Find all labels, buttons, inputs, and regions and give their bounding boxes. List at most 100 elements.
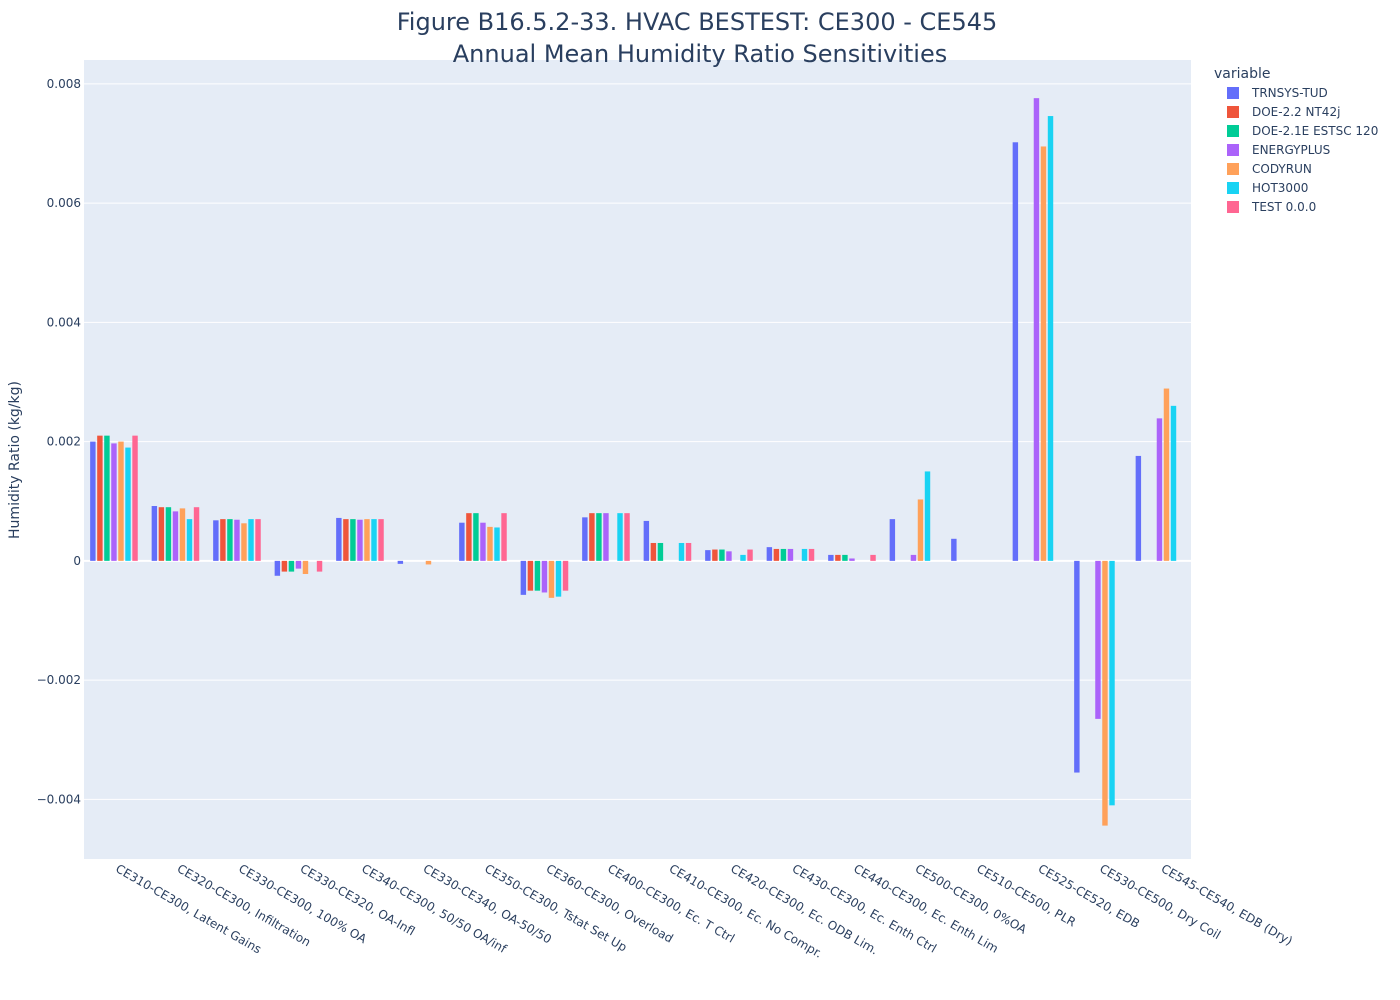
bar-energyplus[interactable] — [1095, 560, 1101, 719]
bar-trnsys-tud[interactable] — [336, 517, 342, 561]
bar-trnsys-tud[interactable] — [766, 547, 773, 561]
bar-energyplus[interactable] — [1033, 98, 1040, 561]
bar-hot3000[interactable] — [678, 542, 685, 561]
legend[interactable]: variable TRNSYS-TUD DOE-2.2 NT42j DOE-2.1E… — [1214, 66, 1378, 214]
bar-energyplus[interactable] — [295, 560, 302, 569]
legend-item-label[interactable]: TEST 0.0.0 — [1251, 200, 1316, 214]
bar-codyrun[interactable] — [917, 499, 924, 561]
bar-doe-2-1e-estsc-120[interactable] — [719, 549, 725, 561]
bar-trnsys-tud[interactable] — [1135, 455, 1142, 561]
bar-hot3000[interactable] — [924, 471, 931, 561]
legend-item-label[interactable]: HOT3000 — [1252, 181, 1308, 195]
bar-doe-2-2-nt42j[interactable] — [281, 560, 288, 572]
bar-trnsys-tud[interactable] — [397, 560, 404, 564]
bar-energyplus[interactable] — [603, 513, 609, 561]
bar-codyrun[interactable] — [118, 441, 124, 561]
legend-swatch[interactable] — [1227, 182, 1239, 194]
bar-hot3000[interactable] — [186, 519, 193, 561]
bar-doe-2-2-nt42j[interactable] — [343, 519, 349, 561]
bar-doe-2-1e-estsc-120[interactable] — [780, 548, 787, 561]
bar-test-0-0-0[interactable] — [562, 560, 569, 591]
bar-energyplus[interactable] — [357, 519, 363, 561]
bar-doe-2-2-nt42j[interactable] — [712, 549, 718, 561]
bar-energyplus[interactable] — [787, 548, 794, 561]
legend-item-label[interactable]: DOE-2.2 NT42j — [1252, 105, 1340, 119]
bar-hot3000[interactable] — [801, 548, 808, 561]
bar-doe-2-1e-estsc-120[interactable] — [842, 554, 848, 561]
bar-doe-2-1e-estsc-120[interactable] — [596, 513, 602, 561]
bar-trnsys-tud[interactable] — [1074, 560, 1080, 773]
bar-codyrun[interactable] — [548, 560, 555, 598]
bar-doe-2-2-nt42j[interactable] — [97, 435, 103, 561]
legend-swatch[interactable] — [1227, 106, 1239, 118]
bar-test-0-0-0[interactable] — [808, 548, 815, 561]
bar-hot3000[interactable] — [371, 519, 377, 561]
bar-test-0-0-0[interactable] — [378, 519, 384, 561]
bar-energyplus[interactable] — [480, 522, 486, 561]
legend-swatch[interactable] — [1227, 201, 1239, 213]
bar-trnsys-tud[interactable] — [90, 441, 96, 561]
bar-trnsys-tud[interactable] — [459, 522, 465, 561]
bar-trnsys-tud[interactable] — [151, 506, 158, 561]
bar-trnsys-tud[interactable] — [705, 550, 711, 561]
bar-codyrun[interactable] — [1102, 560, 1108, 826]
bar-trnsys-tud[interactable] — [889, 519, 896, 561]
bar-doe-2-1e-estsc-120[interactable] — [165, 507, 172, 561]
bar-test-0-0-0[interactable] — [870, 554, 876, 561]
bar-doe-2-2-nt42j[interactable] — [835, 554, 841, 561]
bar-test-0-0-0[interactable] — [316, 560, 323, 572]
bar-test-0-0-0[interactable] — [747, 549, 753, 561]
bar-hot3000[interactable] — [494, 527, 500, 561]
bar-doe-2-1e-estsc-120[interactable] — [534, 560, 541, 591]
bar-test-0-0-0[interactable] — [255, 519, 261, 561]
legend-swatch[interactable] — [1227, 144, 1239, 156]
legend-swatch[interactable] — [1227, 125, 1239, 137]
legend-item-label[interactable]: TRNSYS-TUD — [1251, 86, 1328, 100]
bar-doe-2-1e-estsc-120[interactable] — [350, 519, 356, 561]
bar-doe-2-1e-estsc-120[interactable] — [288, 560, 295, 572]
bar-energyplus[interactable] — [541, 560, 548, 593]
bar-trnsys-tud[interactable] — [274, 560, 281, 576]
bar-energyplus[interactable] — [726, 551, 732, 561]
bar-trnsys-tud[interactable] — [643, 520, 650, 561]
bar-doe-2-1e-estsc-120[interactable] — [657, 542, 664, 561]
bar-codyrun[interactable] — [364, 519, 370, 561]
bar-doe-2-2-nt42j[interactable] — [220, 519, 226, 561]
bar-doe-2-2-nt42j[interactable] — [773, 548, 780, 561]
bar-test-0-0-0[interactable] — [132, 435, 138, 561]
bar-trnsys-tud[interactable] — [951, 538, 957, 561]
bar-codyrun[interactable] — [1163, 388, 1170, 561]
bar-codyrun[interactable] — [179, 508, 186, 561]
bar-test-0-0-0[interactable] — [501, 513, 507, 561]
bar-test-0-0-0[interactable] — [193, 507, 200, 561]
bar-test-0-0-0[interactable] — [624, 513, 630, 561]
bar-doe-2-1e-estsc-120[interactable] — [473, 513, 479, 561]
bar-codyrun[interactable] — [302, 560, 309, 574]
bar-trnsys-tud[interactable] — [828, 554, 834, 561]
bar-trnsys-tud[interactable] — [520, 560, 527, 595]
bar-energyplus[interactable] — [1156, 418, 1163, 561]
bar-energyplus[interactable] — [172, 511, 179, 561]
bar-doe-2-1e-estsc-120[interactable] — [104, 435, 110, 561]
bar-doe-2-2-nt42j[interactable] — [589, 513, 595, 561]
bar-hot3000[interactable] — [125, 447, 131, 561]
bar-energyplus[interactable] — [111, 443, 117, 561]
bar-codyrun[interactable] — [1040, 146, 1047, 561]
bar-energyplus[interactable] — [849, 558, 855, 561]
bar-doe-2-2-nt42j[interactable] — [466, 513, 472, 561]
bar-hot3000[interactable] — [1109, 560, 1115, 806]
bar-hot3000[interactable] — [555, 560, 562, 597]
bar-hot3000[interactable] — [740, 554, 746, 561]
bar-codyrun[interactable] — [241, 523, 247, 561]
legend-item-label[interactable]: CODYRUN — [1252, 162, 1312, 176]
legend-swatch[interactable] — [1227, 87, 1239, 99]
bar-trnsys-tud[interactable] — [213, 520, 219, 561]
bar-trnsys-tud[interactable] — [582, 517, 588, 561]
bar-trnsys-tud[interactable] — [1012, 142, 1019, 561]
bar-doe-2-2-nt42j[interactable] — [527, 560, 534, 591]
bar-energyplus[interactable] — [910, 554, 917, 561]
legend-item-label[interactable]: DOE-2.1E ESTSC 120 — [1252, 124, 1378, 138]
bar-doe-2-1e-estsc-120[interactable] — [227, 519, 233, 561]
bar-hot3000[interactable] — [1170, 405, 1177, 561]
bar-energyplus[interactable] — [234, 519, 240, 561]
